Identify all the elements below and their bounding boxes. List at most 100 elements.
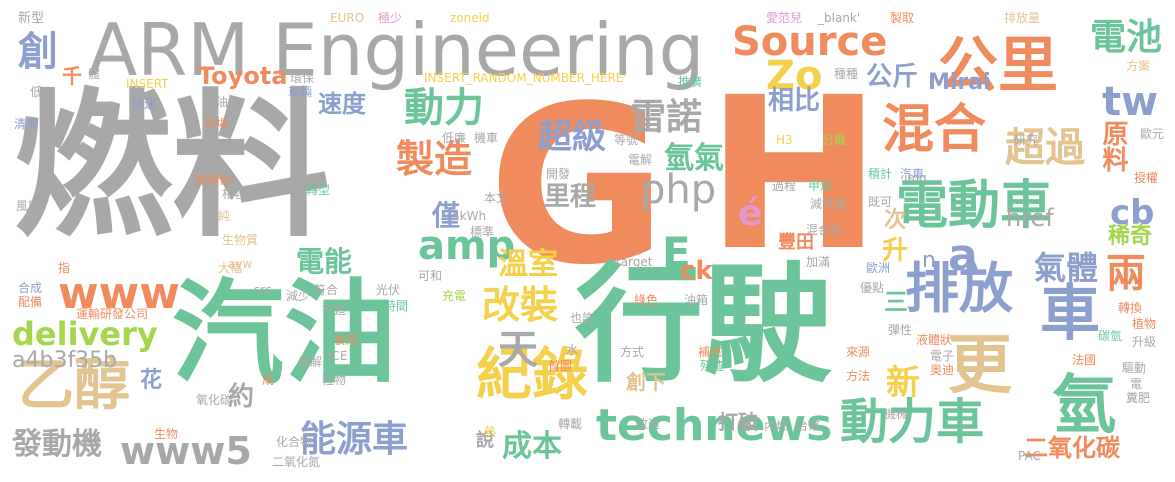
word-small-1: 新型	[18, 11, 45, 26]
word-small-39: 轉型	[306, 183, 331, 197]
word-arm: ARM Engineering	[88, 8, 705, 92]
word-small-82: 粒物	[322, 373, 347, 387]
word-small-2: 體	[88, 67, 101, 81]
word-paifang: 排放	[905, 257, 1013, 320]
word-xiqi: 稀奇	[1108, 224, 1153, 249]
word-small-72: 植物	[1132, 317, 1157, 331]
word-small-86: 方式	[620, 345, 645, 359]
word-small-20: 燃油車	[204, 95, 241, 109]
word-small-37: 甲烷	[808, 179, 833, 193]
word-small-36: 過程	[772, 179, 797, 193]
word-ci: 次	[884, 208, 907, 233]
word-chuangxia: 創下	[626, 370, 666, 394]
word-n: n	[922, 248, 936, 273]
word-small-3: EURO	[330, 11, 365, 25]
word-small-89: 驅動	[1122, 361, 1147, 375]
word-dianneng: 電能	[296, 245, 353, 278]
word-dongli: 動力	[404, 85, 484, 131]
word-small-19: 清潔	[14, 117, 39, 131]
word-small-90: 氧化碳	[196, 393, 233, 407]
word-small-93: 機械	[884, 407, 909, 421]
word-small-67: 運輸研發公司	[76, 307, 149, 321]
word-www5: www5	[120, 429, 252, 473]
word-small-73: 食用	[334, 333, 359, 347]
word-small-104: 熱	[484, 425, 497, 439]
word-small-88: 奧迪	[930, 363, 955, 377]
word-small-9: 排放量	[1004, 11, 1041, 25]
word-small-8: 製取	[890, 11, 915, 25]
word-zhizao: 製造	[396, 137, 473, 181]
word-eryanghuatan: 二氧化碳	[1024, 434, 1120, 462]
word-fadongji: 發動機	[12, 427, 102, 462]
word-small-79: 來源	[846, 345, 871, 359]
word-small-54: target	[616, 255, 653, 269]
word-mirai: Mirai	[928, 70, 991, 95]
word-small-51: 加滿	[806, 255, 831, 269]
word-small-78: 補充	[698, 345, 723, 359]
word-small-22: 機車	[474, 131, 499, 145]
word-small-16: 低	[30, 85, 43, 99]
word-small-40: 本文	[484, 191, 509, 205]
word-small-91: 方法	[846, 369, 871, 383]
word-small-83: 首圖	[548, 359, 573, 373]
word-hua: 花	[140, 368, 163, 393]
word-small-59: 減少	[286, 289, 311, 303]
word-small-14: 種種	[834, 67, 859, 81]
word-fengtian: 豐田	[778, 232, 814, 253]
word-xin: 新	[886, 363, 920, 403]
word-small-98: 轉載	[558, 417, 583, 431]
word-yue: 約	[228, 382, 255, 412]
word-small-44: 減排量	[810, 197, 847, 211]
word-dapo: 打破	[718, 410, 758, 434]
word-small-63: 綠色	[634, 293, 659, 307]
word-geng: 更	[948, 329, 1012, 403]
word-e: E	[662, 228, 691, 277]
word-liang: 兩	[1106, 251, 1146, 297]
word-small-48: 生物質	[222, 233, 259, 247]
word-small-38: img	[904, 171, 927, 185]
word-gaizhuang: 改裝	[482, 283, 559, 327]
word-small-11: 環保	[290, 71, 315, 85]
word-che: 車	[1040, 279, 1100, 349]
word-technews: technews	[596, 400, 833, 451]
word-small-13: 推廣	[678, 75, 703, 89]
word-zo: Zo	[766, 53, 823, 99]
word-small-27: 研究	[1014, 133, 1039, 147]
word-small-87: 殘渣	[700, 359, 725, 373]
word-e-acute: é	[738, 193, 763, 234]
word-small-84: 電子	[930, 349, 955, 363]
word-small-99: 內燃	[764, 419, 789, 433]
word-small-74: 液體狀	[916, 333, 953, 347]
word-gongjin: 公斤	[866, 62, 919, 92]
word-small-92: 電	[1130, 377, 1143, 391]
word-small-12: INSERT_RANDOM_NUMBER_HERE'	[424, 71, 627, 85]
word-g: G	[488, 60, 667, 313]
word-delivery: delivery	[12, 315, 158, 353]
word-wenshi: 溫室	[498, 247, 558, 282]
word-small-76: 碳氫	[1098, 329, 1123, 343]
word-hunhe: 混合	[882, 100, 987, 160]
word-small-97: 改造	[636, 417, 661, 431]
word-small-80: 升級	[1132, 335, 1157, 349]
word-yichun: 乙醇	[18, 353, 130, 418]
word-qiti: 氣體	[1034, 249, 1099, 287]
word-small-18: 車輛	[288, 85, 313, 99]
word-small-21: 低廉	[442, 131, 467, 145]
word-small-7: _blank'	[818, 11, 861, 25]
word-small-77: 水	[566, 343, 579, 357]
word-small-69: 打造	[322, 303, 347, 317]
word-chaoguo: 超過	[1005, 125, 1085, 171]
word-small-25: H3	[776, 133, 793, 147]
word-small-43: 純	[218, 209, 231, 223]
word-gongli: 公里	[938, 31, 1058, 101]
word-small-5: zoneid	[450, 11, 490, 25]
word-jilu: 紀錄	[476, 343, 588, 408]
word-small-41: 既可	[868, 195, 893, 209]
word-small-28: 歐元	[1140, 127, 1165, 141]
word-sheng: 升	[882, 236, 909, 266]
word-small-53: 指	[58, 261, 71, 275]
word-small-81: 優解	[298, 355, 323, 369]
word-chaoji: 超級	[538, 117, 606, 157]
word-ranliao: 燃料	[14, 75, 330, 259]
